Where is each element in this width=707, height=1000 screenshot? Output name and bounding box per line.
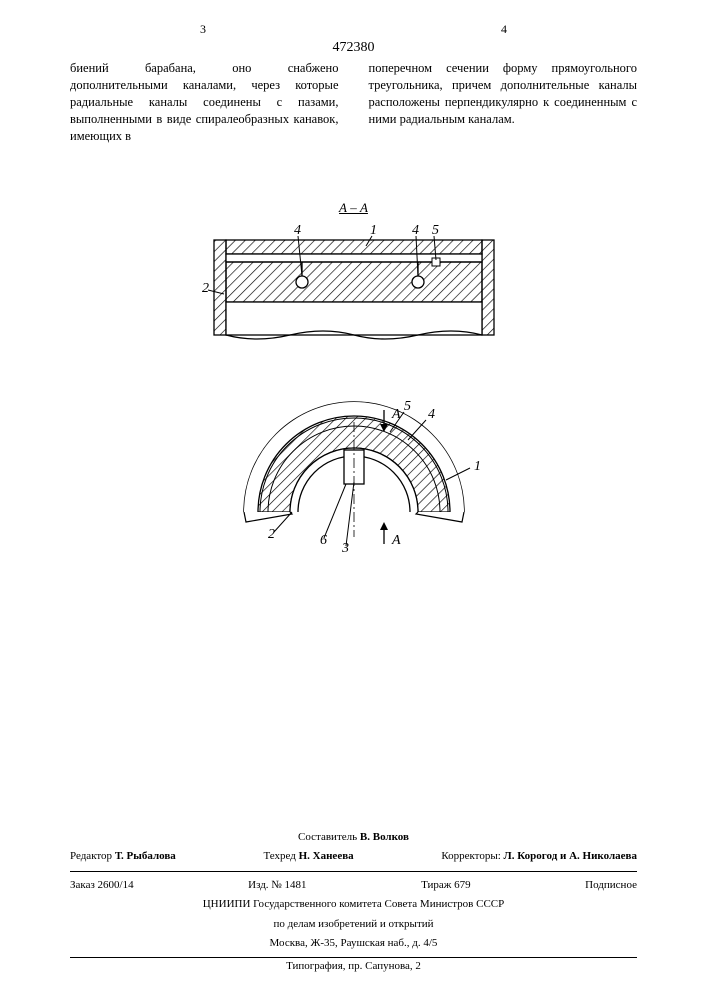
callout-2a: 2 xyxy=(202,281,209,296)
corrector-label: Корректоры: xyxy=(441,850,500,862)
callout-2b: 2 xyxy=(268,527,275,542)
corrector-name: Л. Корогод и А. Николаева xyxy=(504,850,637,862)
column-right: поперечном сечении форму прямоугольного … xyxy=(369,60,638,144)
callout-5b: 5 xyxy=(404,399,411,414)
svg-text:А: А xyxy=(391,533,401,548)
page-num-left: 3 xyxy=(200,22,206,37)
credits: Составитель В. Волков Редактор Т. Рыбало… xyxy=(70,830,637,964)
tech-name: Н. Ханеева xyxy=(299,850,354,862)
figure-area: А – А 1 4 xyxy=(174,200,534,560)
text-columns: биений барабана, оно снабжено дополнител… xyxy=(70,60,637,144)
typography-line: Типография, пр. Сапунова, 2 xyxy=(286,960,421,972)
callout-5a: 5 xyxy=(432,223,439,238)
patent-number: 472380 xyxy=(333,40,375,56)
address: Москва, Ж-35, Раушская наб., д. 4/5 xyxy=(70,936,637,951)
editor-label: Редактор xyxy=(70,850,112,862)
org-line-1: ЦНИИПИ Государственного комитета Совета … xyxy=(70,897,637,912)
composer-label: Составитель xyxy=(298,831,357,843)
figure-cross-section: 1 4 4 5 2 xyxy=(174,222,534,362)
callout-4c: 4 xyxy=(428,407,435,422)
izd-number: Изд. № 1481 xyxy=(248,878,306,893)
callout-4a: 4 xyxy=(294,223,301,238)
callout-3: 3 xyxy=(341,541,349,556)
section-arrow-bottom: А xyxy=(380,522,401,548)
tirazh: Тираж 679 xyxy=(421,878,471,893)
svg-text:А: А xyxy=(391,407,401,422)
tech-label: Техред xyxy=(263,850,295,862)
org-line-2: по делам изобретений и открытий xyxy=(70,917,637,932)
editor-name: Т. Рыбалова xyxy=(115,850,176,862)
callout-4b: 4 xyxy=(412,223,419,238)
order-number: Заказ 2600/14 xyxy=(70,878,134,893)
section-label: А – А xyxy=(174,200,534,216)
composer-name: В. Волков xyxy=(360,831,409,843)
figure-plan-view: А А 1 4 5 2 6 3 xyxy=(174,362,534,572)
callout-1b: 1 xyxy=(474,459,481,474)
callout-6: 6 xyxy=(320,533,327,548)
column-left: биений барабана, оно снабжено дополнител… xyxy=(70,60,339,144)
podpis: Подписное xyxy=(585,878,637,893)
page-num-right: 4 xyxy=(501,22,507,37)
callout-1: 1 xyxy=(370,223,377,238)
